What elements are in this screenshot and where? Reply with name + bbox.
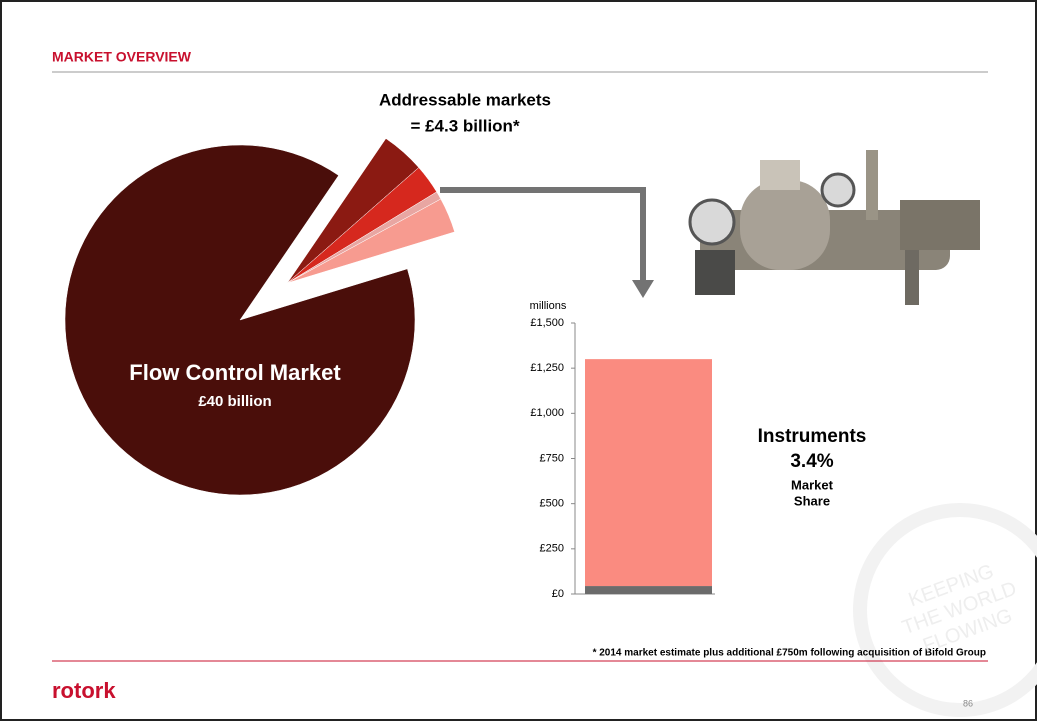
y-tick-label: £250: [540, 543, 564, 555]
logo: rotork: [52, 678, 116, 703]
bar-annotation: Share: [794, 493, 830, 508]
gauge: [688, 198, 736, 246]
page-number: 86: [963, 698, 973, 708]
bar-annotation: Market: [791, 477, 834, 492]
valve-leg: [905, 250, 919, 305]
valve-cap: [760, 160, 800, 190]
pie-annotation: £40 billion: [198, 393, 271, 410]
bar-annotation: 3.4%: [790, 451, 833, 472]
valve-actuator: [695, 250, 735, 295]
pie-slice: [287, 198, 455, 284]
arrow-head: [632, 280, 654, 298]
valve-dome: [740, 180, 830, 270]
valve-stem: [866, 150, 878, 220]
y-tick-label: £500: [540, 498, 564, 510]
watermark-ring: [853, 503, 1037, 717]
bar-annotation: Instruments: [758, 426, 867, 447]
bar-segment: [585, 586, 712, 594]
slide-title: MARKET OVERVIEW: [52, 49, 192, 65]
y-tick-label: £0: [552, 588, 564, 600]
pie-annotation: = £4.3 billion*: [410, 116, 520, 135]
valve-block: [900, 200, 980, 250]
gauge: [820, 172, 856, 208]
y-tick-label: £1,500: [530, 317, 564, 329]
y-tick-label: £750: [540, 452, 564, 464]
footnote: * 2014 market estimate plus additional £…: [593, 648, 986, 659]
pie-annotation: Addressable markets: [379, 90, 551, 109]
y-tick-label: £1,250: [530, 362, 564, 374]
slice-label: Flow Control Market: [129, 360, 341, 385]
y-axis-label: millions: [530, 300, 567, 312]
y-tick-label: £1,000: [530, 407, 564, 419]
bar-segment: [585, 359, 712, 587]
arrow-line: [440, 187, 646, 282]
valve-image: [688, 150, 980, 305]
pie-slice: [64, 144, 416, 496]
arrow: [440, 187, 654, 298]
